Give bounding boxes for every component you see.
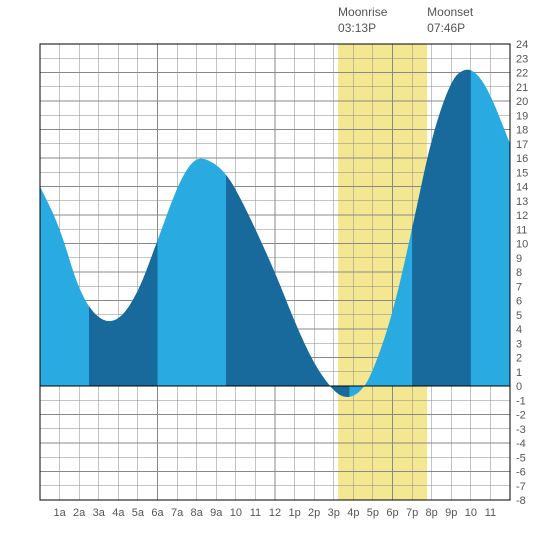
x-tick-label: 4a — [112, 507, 125, 519]
x-tick-labels: 1a 2a 3a 4a 5a 6a 7a 8a 9a 10 11 12 1p 2p 3p 4p 5p 6p 7p 8p… — [53, 507, 496, 519]
moonrise-label: Moonrise — [338, 5, 388, 19]
y-tick-label: 1 — [516, 367, 522, 379]
y-tick-label: -6 — [516, 467, 526, 479]
x-tick-label: 1p — [288, 507, 300, 519]
y-tick-label: 14 — [516, 182, 528, 194]
y-tick-label: 23 — [516, 53, 528, 65]
x-tick-label: 9p — [445, 507, 457, 519]
y-tick-label: -5 — [516, 452, 526, 464]
x-tick-label: 5a — [132, 507, 145, 519]
y-tick-label: 2 — [516, 353, 522, 365]
y-tick-label: -4 — [516, 438, 526, 450]
moonset-label: Moonset — [427, 5, 474, 19]
y-tick-label: 15 — [516, 167, 528, 179]
y-tick-label: 18 — [516, 125, 528, 137]
y-tick-label: 6 — [516, 296, 522, 308]
x-tick-label: 6p — [386, 507, 398, 519]
y-tick-labels: -8-7-6-5-4-3-2-1012345678910111213141516… — [516, 39, 528, 507]
x-tick-label: 7p — [406, 507, 418, 519]
x-tick-label: 8a — [191, 507, 204, 519]
y-tick-label: 19 — [516, 110, 528, 122]
y-tick-label: 5 — [516, 310, 522, 322]
y-tick-label: 11 — [516, 224, 527, 236]
y-tick-label: 20 — [516, 96, 528, 108]
y-tick-label: 12 — [516, 210, 528, 222]
x-tick-label: 3p — [328, 507, 340, 519]
x-tick-label: 11 — [250, 507, 261, 519]
y-tick-label: 4 — [516, 324, 522, 336]
y-tick-label: -7 — [516, 481, 526, 493]
x-tick-label: 7a — [171, 507, 184, 519]
y-tick-label: 24 — [516, 39, 528, 51]
y-tick-label: 7 — [516, 281, 522, 293]
y-tick-label: 10 — [516, 239, 528, 251]
x-tick-label: 9a — [210, 507, 223, 519]
y-tick-label: 22 — [516, 68, 528, 80]
y-tick-label: 0 — [516, 381, 522, 393]
y-tick-label: 16 — [516, 153, 528, 165]
moonrise-time: 03:13P — [338, 21, 376, 35]
x-tick-label: 2p — [308, 507, 320, 519]
x-tick-label: 12 — [269, 507, 281, 519]
y-tick-label: 9 — [516, 253, 522, 265]
y-tick-label: -8 — [516, 495, 526, 507]
x-tick-label: 10 — [230, 507, 242, 519]
x-tick-label: 6a — [151, 507, 164, 519]
x-tick-label: 4p — [347, 507, 359, 519]
x-tick-label: 2a — [73, 507, 86, 519]
x-tick-label: 11 — [485, 507, 496, 519]
y-tick-label: 17 — [516, 139, 528, 151]
x-tick-label: 1a — [53, 507, 66, 519]
moonset-time: 07:46P — [427, 21, 465, 35]
tide-chart: -8-7-6-5-4-3-2-1012345678910111213141516… — [0, 0, 550, 550]
y-tick-label: -2 — [516, 410, 526, 422]
y-tick-label: -3 — [516, 424, 526, 436]
y-tick-label: 3 — [516, 338, 522, 350]
y-tick-label: 8 — [516, 267, 522, 279]
y-tick-label: 21 — [516, 82, 528, 94]
y-tick-label: 13 — [516, 196, 528, 208]
x-tick-label: 10 — [465, 507, 477, 519]
x-tick-label: 8p — [426, 507, 438, 519]
x-tick-label: 5p — [367, 507, 379, 519]
x-tick-label: 3a — [93, 507, 106, 519]
y-tick-label: -1 — [516, 395, 526, 407]
